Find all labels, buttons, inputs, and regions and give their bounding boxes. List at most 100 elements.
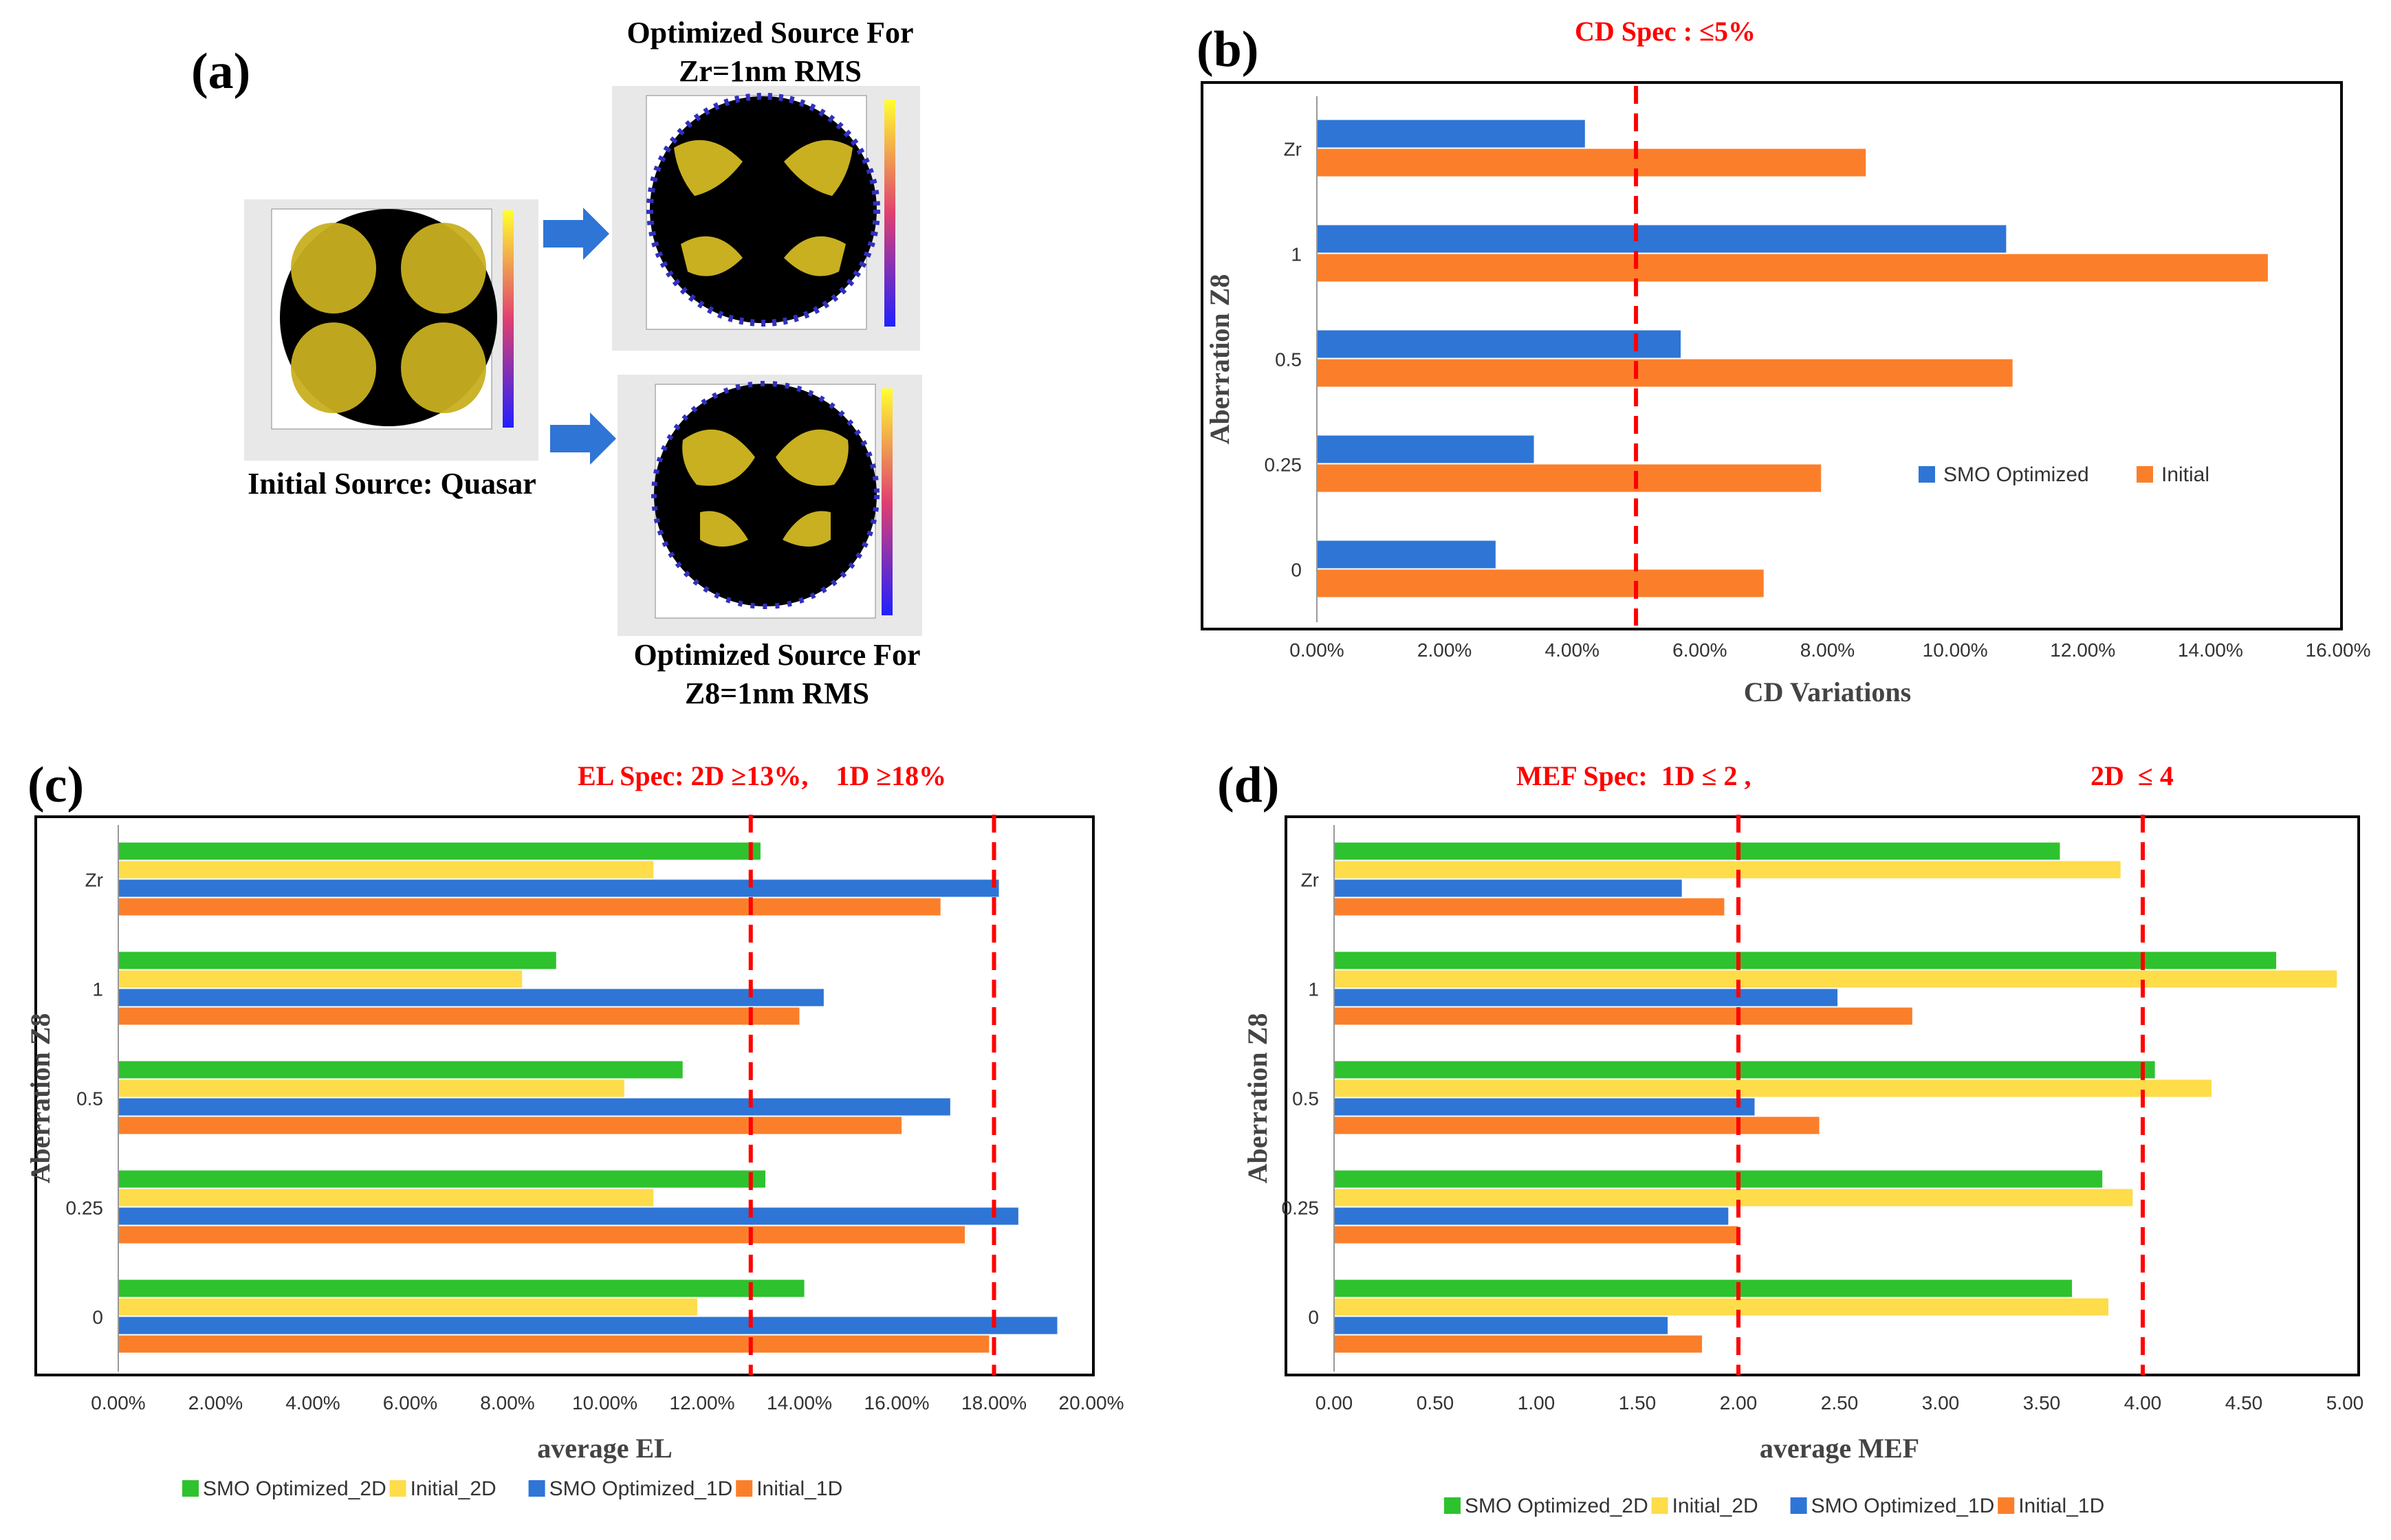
chart-b-xtick: 12.00% [2050,639,2115,661]
chart-c-bar [118,861,654,879]
chart-b-bar [1317,254,2268,282]
optimized-zr-source-image [612,86,920,351]
panel-d-spec-1d: MEF Spec: 1D ≤ 2 , [1516,760,1751,791]
chart-c-bar [118,989,824,1006]
chart-c-xtick: 6.00% [383,1392,437,1414]
chart-d-bar [1334,842,2060,860]
chart-b-ytick: 0.25 [1265,454,1302,476]
chart-d-ytick: 0.25 [1282,1198,1320,1219]
chart-d-xtick: 4.00 [2124,1392,2162,1414]
chart-c-bar [118,1098,950,1116]
chart-b-bar [1317,148,1866,177]
chart-c-frame [34,815,1095,1376]
chart-d-legend-label: Initial_1D [2018,1495,2104,1517]
panel-b-label: (b) [1197,21,1259,78]
chart-c-bar [118,1189,654,1207]
chart-c-bar [118,1079,624,1097]
chart-c-xtick: 16.00% [864,1392,930,1414]
chart-b-ytick: 0.5 [1275,349,1302,371]
chart-c-xtick: 4.00% [285,1392,340,1414]
chart-c-ytick: 0.25 [66,1198,104,1219]
chart-c-xtick: 12.00% [670,1392,735,1414]
chart-c-bar [118,1207,1018,1225]
chart-d-xtick: 0.50 [1417,1392,1454,1414]
panel-d-spec-2d: 2D ≤ 4 [2090,760,2174,791]
chart-c-xtick: 14.00% [767,1392,832,1414]
chart-c-legend-label: Initial_1D [756,1477,842,1500]
chart-b-ytick: Zr [1284,139,1302,160]
chart-d-bar [1334,952,2277,969]
chart-d-xtick: 0.00 [1315,1392,1353,1414]
chart-b-xtick: 16.00% [2306,639,2371,661]
panel-d-label: (d) [1217,757,1280,813]
chart-c-xtick: 8.00% [480,1392,534,1414]
chart-d-bar [1334,1061,2155,1079]
chart-c-bar [118,1170,765,1188]
chart-c-bar [118,1116,902,1134]
chart-c-bar [118,970,523,988]
chart-d-xtick: 2.00 [1720,1392,1758,1414]
chart-d-xtick: 1.00 [1518,1392,1555,1414]
chart-b-legend-label: Initial [2161,463,2209,486]
panel-c-label: (c) [28,757,85,813]
chart-c-bar [118,1226,965,1244]
panel-b-spec: CD Spec : ≤5% [1575,16,1756,47]
arrow-to-z8-icon [550,412,616,465]
chart-d-bar [1334,1335,1703,1353]
opt-zr-caption-line1: Optimized Source For [626,16,914,50]
opt-z8-caption-line1: Optimized Source For [633,638,921,672]
chart-c-bar [118,879,999,897]
chart-c-xlabel: average EL [537,1433,673,1464]
chart-d-xtick: 5.00 [2326,1392,2364,1414]
chart-b-legend-label: SMO Optimized [1943,463,2089,486]
chart-c-bar [118,1317,1058,1334]
arrow-to-zr-icon [543,208,609,260]
chart-c-bar [118,1007,800,1025]
chart-c-ytick: Zr [85,870,103,891]
chart-d-xtick: 4.50 [2225,1392,2263,1414]
chart-b-xtick: 4.00% [1545,639,1600,661]
chart-c-bar [118,1279,805,1297]
chart-b-bar [1317,120,1585,148]
chart-d-bar [1334,1226,1738,1244]
chart-d-bar [1334,1170,2103,1188]
chart-d-ytick: 0.5 [1292,1088,1319,1110]
chart-d-bar [1334,861,2121,879]
chart-d-legend-swatch [1651,1497,1668,1514]
chart-c-ytick: 1 [92,979,103,1000]
chart-d-ytick: 0 [1308,1307,1319,1328]
optimized-zr-source-plot [646,93,895,330]
chart-d-bar [1334,1079,2212,1097]
chart-b-bar [1317,540,1496,569]
chart-d-bar [1334,1279,2073,1297]
chart-d-bar [1334,1098,1755,1116]
chart-b-xtick: 10.00% [1923,639,1988,661]
chart-c-legend-label: SMO Optimized_2D [203,1477,386,1500]
chart-b-bar [1317,359,2013,387]
chart-d-legend-label: SMO Optimized_2D [1465,1495,1648,1517]
chart-c-bar [118,1298,697,1316]
initial-source-plot [271,208,514,430]
chart-b-bar [1317,225,2007,253]
chart-c-legend-swatch [736,1480,753,1497]
chart-d-legend-swatch [1444,1497,1461,1514]
chart-c-ytick: 0.5 [76,1088,103,1110]
chart-c-xtick: 18.00% [961,1392,1027,1414]
chart-d-legend-swatch [1998,1497,2015,1514]
opt-z8-caption: Optimized Source For Z8=1nm RMS [591,636,963,713]
chart-d-xtick: 3.00 [1922,1392,1960,1414]
chart-d-legend-swatch [1790,1497,1807,1514]
initial-source-image [244,199,538,461]
chart-d-xtick: 2.50 [1821,1392,1859,1414]
chart-d-bar [1334,898,1725,916]
chart-b-xtick: 0.00% [1289,639,1344,661]
panel-c-spec: EL Spec: 2D ≥13%, 1D ≥18% [578,760,947,791]
chart-d-bar [1334,1007,1912,1025]
chart-d-bar [1334,879,1682,897]
optimized-z8-source-image [618,375,922,636]
chart-b-bar [1317,330,1681,358]
chart-b-ytick: 0 [1291,560,1302,581]
chart-b-legend-swatch [2137,466,2153,483]
chart-c-bar [118,1335,990,1353]
